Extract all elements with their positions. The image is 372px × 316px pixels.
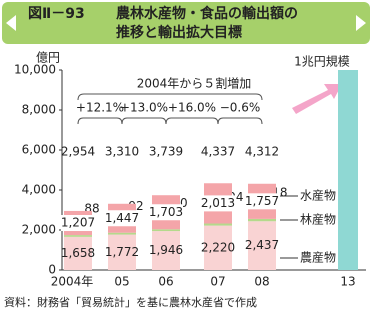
label-bg [245, 193, 279, 210]
bracket [121, 117, 167, 125]
header-icon [6, 15, 16, 31]
bar-segment [204, 223, 232, 226]
value-label: 1,207 [61, 216, 95, 230]
label-bg [201, 195, 235, 212]
value-label: 2,013 [201, 196, 235, 210]
label-bg [61, 215, 95, 232]
title-line: 農林水産物・食品の輸出額の [116, 5, 298, 22]
figure-number: 図Ⅱ－93 [28, 6, 85, 22]
growth-label: −0.6% [220, 101, 261, 115]
value-label: 1,946 [149, 243, 183, 257]
y-tick-label: 6,000 [22, 143, 56, 157]
x-tick-label: 13 [340, 275, 355, 289]
bracket [77, 117, 123, 125]
bar-segment [64, 235, 92, 237]
value-label: 1,658 [61, 246, 95, 260]
growth-label: +16.0% [168, 101, 216, 115]
target-label: 1兆円規模 [294, 54, 350, 69]
title-line: 推移と輸出拡大目標 [116, 24, 242, 41]
label-bg [105, 210, 139, 227]
value-label: 2,437 [245, 238, 279, 252]
bar-segment [108, 232, 136, 235]
bar-segment [248, 218, 276, 222]
growth-label: +13.0% [120, 101, 168, 115]
bar-segment [152, 229, 180, 232]
total-label: 3,310 [105, 145, 139, 159]
legend-label: 農産物 [300, 250, 336, 265]
x-tick-label: 07 [210, 275, 225, 289]
value-label: 2,220 [201, 240, 235, 254]
bracket [77, 93, 263, 101]
target-arrow [292, 84, 342, 114]
y-tick-label: 4,000 [22, 183, 56, 197]
label-bg [149, 204, 183, 221]
x-tick-label: 05 [114, 275, 129, 289]
total-label: 3,739 [149, 145, 183, 159]
annotation: 2004年から５割増加 [137, 76, 252, 91]
bar-segment [204, 225, 232, 270]
unit-label: 億円 [36, 51, 60, 65]
header-box [2, 2, 370, 44]
x-tick-label: 06 [158, 275, 173, 289]
x-tick-label: 08 [254, 275, 269, 289]
total-label: 2,954 [61, 145, 95, 159]
value-label: 1,757 [245, 194, 279, 208]
target-bar [338, 70, 358, 270]
source: 資料：財務省「貿易統計」を基に農林水産省で作成 [4, 295, 257, 309]
y-tick-label: 2,000 [22, 223, 56, 237]
bracket [217, 117, 263, 125]
bar-segment [64, 236, 92, 270]
bar-segment [108, 234, 136, 270]
legend-label: 水産物 [300, 188, 336, 203]
header-icon [356, 15, 366, 31]
x-tick-label: 2004年 [51, 275, 94, 289]
total-label: 4,337 [201, 145, 235, 159]
bracket [165, 117, 219, 125]
value-label: 1,447 [105, 211, 139, 225]
y-tick-label: 10,000 [14, 63, 56, 77]
value-label: 1,703 [149, 205, 183, 219]
growth-label: +12.1% [76, 101, 124, 115]
y-tick-label: 8,000 [22, 103, 56, 117]
legend-label: 林産物 [300, 212, 336, 227]
bar-segment [152, 231, 180, 270]
y-tick-label: 0 [48, 263, 56, 277]
total-label: 4,312 [245, 145, 279, 159]
bar-segment [248, 221, 276, 270]
value-label: 1,772 [105, 245, 139, 259]
